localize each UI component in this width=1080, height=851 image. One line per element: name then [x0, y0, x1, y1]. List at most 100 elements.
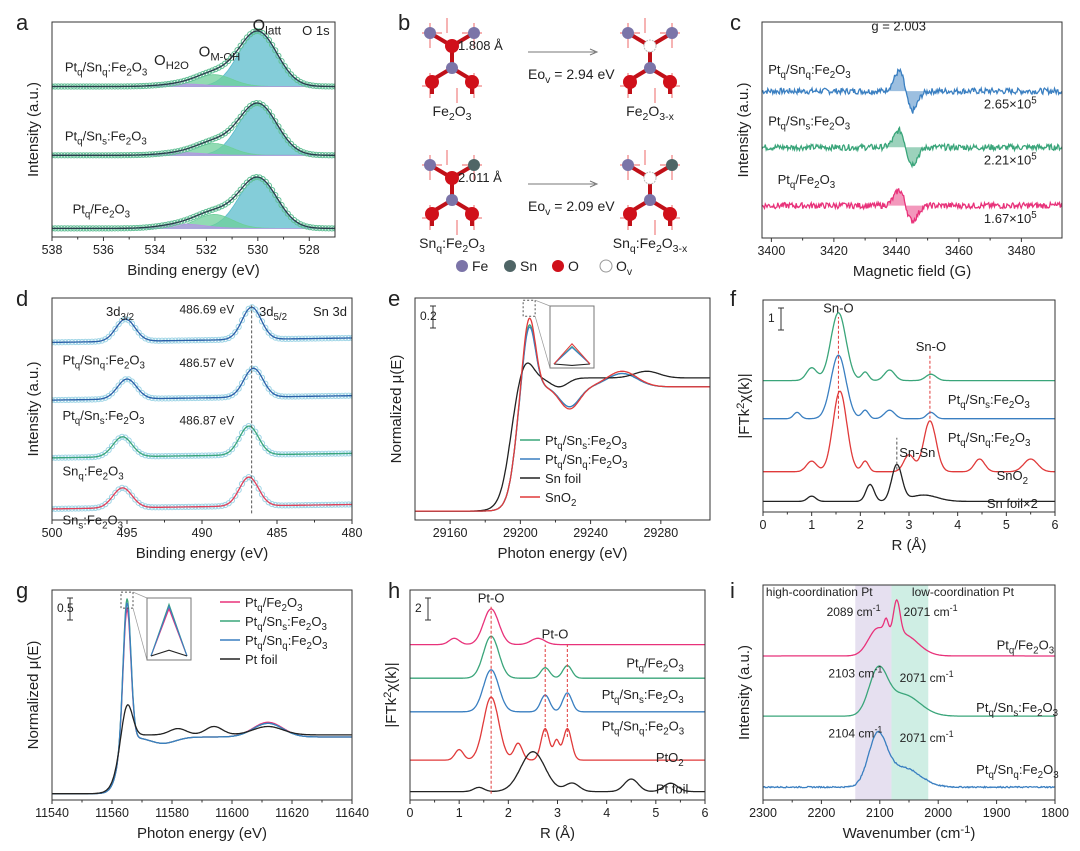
- data-point: [237, 186, 244, 193]
- text-run: -1: [874, 664, 882, 674]
- scale-bar-label: 0.5: [57, 601, 74, 615]
- text-run: Binding energy (eV): [136, 545, 269, 562]
- inset-line: [553, 342, 591, 365]
- text-run: 2: [735, 403, 747, 409]
- annotation: Pt_q/Sn_q:Fe_2O_3: [976, 762, 1058, 781]
- structure-label: Sn_q:Fe_2O_3: [419, 235, 485, 255]
- text-run: 29280: [643, 526, 678, 540]
- text-run: 1800: [1041, 806, 1069, 820]
- data-point: [142, 335, 149, 342]
- annotation: Pt_q/Fe_2O_3: [997, 638, 1055, 657]
- text-run: 2: [1009, 438, 1014, 449]
- text-run: 2: [126, 136, 131, 147]
- sn-atom: [468, 159, 480, 171]
- data-point: [190, 213, 197, 221]
- annotation: 3d_{3/2}: [106, 304, 134, 323]
- data-point: [199, 139, 207, 147]
- data-point: [212, 205, 219, 212]
- text-run: Pt foil: [656, 782, 689, 797]
- inset-line: [150, 604, 188, 657]
- text-run: Pt: [626, 656, 639, 671]
- data-point: [250, 100, 257, 108]
- annotation: Pt_q/Sn_s:Fe_2O_3: [976, 700, 1058, 719]
- crystal-structure: [422, 18, 482, 103]
- text-run: O: [820, 172, 830, 187]
- data-point: [228, 332, 236, 339]
- text-run: q: [988, 770, 993, 781]
- text-run: 3: [466, 111, 472, 123]
- text-run: = 2.94 eV: [550, 66, 615, 82]
- data-point: [228, 446, 236, 453]
- x-tick-label: 532: [196, 243, 217, 257]
- text-run: q: [77, 136, 82, 147]
- text-run: Sn-Sn: [899, 445, 935, 460]
- text-run: q: [436, 243, 442, 255]
- data-point: [177, 218, 185, 225]
- fe-atom: [644, 194, 656, 206]
- data-point: [102, 449, 109, 457]
- text-run: Pt: [948, 430, 961, 445]
- panel-letter: e: [388, 286, 400, 311]
- text-run: /Sn: [786, 62, 806, 77]
- text-run: 5: [1003, 518, 1010, 532]
- text-run: 3: [297, 603, 302, 614]
- text-run: Magnetic field (G): [853, 263, 971, 280]
- text-run: O: [616, 258, 627, 274]
- panel-letter: h: [388, 578, 400, 603]
- data-point: [242, 374, 249, 381]
- text-run: 2: [663, 664, 668, 675]
- data-point: [199, 210, 207, 217]
- series-line: [415, 317, 710, 512]
- data-point: [284, 137, 291, 144]
- scale-bar: [425, 597, 431, 621]
- text-run: 3: [322, 641, 327, 652]
- data-point: [250, 28, 257, 36]
- text-run: Sn: [63, 512, 79, 527]
- text-run: 5/2: [273, 312, 287, 323]
- text-run: 2: [663, 695, 668, 706]
- data-point: [222, 501, 229, 509]
- annotation: Pt_q/Fe_2O_3: [626, 656, 684, 675]
- text-run: Pt: [245, 614, 258, 629]
- text-run: 29240: [573, 526, 608, 540]
- panel-letter: g: [16, 578, 28, 603]
- text-run: :Fe: [1019, 762, 1038, 777]
- text-run: Pt: [63, 353, 76, 368]
- text-run: q: [1009, 646, 1014, 657]
- text-run: 2: [829, 122, 834, 133]
- text-run: :Fe: [442, 235, 462, 251]
- annotation: Pt-O: [478, 591, 505, 606]
- text-run: Pt foil: [245, 652, 278, 667]
- text-run: = 2.09 eV: [550, 198, 615, 214]
- text-run: -1: [946, 669, 954, 679]
- data-point: [187, 144, 194, 151]
- text-run: 2: [103, 472, 108, 483]
- data-point: [262, 32, 269, 40]
- o-atom: [445, 39, 459, 53]
- text-run: O: [199, 43, 211, 60]
- text-run: s: [806, 122, 811, 133]
- text-run: 11600: [215, 806, 249, 820]
- x-tick-label: 6: [702, 806, 709, 820]
- text-run: H2O: [166, 60, 189, 72]
- data-point: [252, 479, 259, 486]
- x-tick-label: 11640: [335, 806, 369, 820]
- annotation: Pt_q/Fe_2O_3: [73, 201, 131, 220]
- data-point: [281, 133, 288, 140]
- text-run: 11540: [35, 806, 69, 820]
- text-run: q: [790, 180, 795, 191]
- text-run: 2: [505, 806, 512, 820]
- text-run: 2: [126, 67, 131, 78]
- data-point: [238, 480, 246, 488]
- y-axis-label: |FTk^2χ(k)|: [382, 662, 400, 727]
- data-point: [128, 492, 136, 499]
- data-point: [235, 486, 242, 494]
- data-point: [272, 391, 279, 398]
- crystal-structure: [620, 18, 680, 103]
- text-run: 528: [299, 243, 320, 257]
- text-run: 2100: [866, 806, 894, 820]
- text-run: q: [781, 122, 786, 133]
- data-point: [243, 34, 251, 41]
- text-run: 3: [554, 806, 561, 820]
- data-point: [284, 210, 291, 217]
